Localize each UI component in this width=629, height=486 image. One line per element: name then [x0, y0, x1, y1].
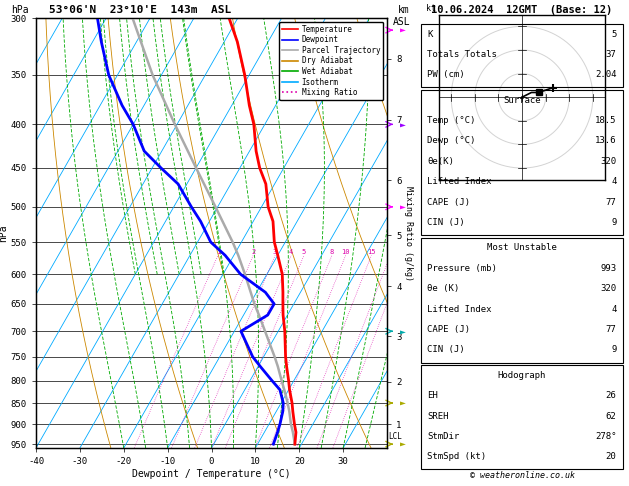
Text: ►: ►: [400, 439, 406, 449]
Text: 2: 2: [251, 249, 255, 255]
Text: Hodograph: Hodograph: [498, 371, 546, 380]
Text: SREH: SREH: [428, 412, 449, 420]
Text: CIN (J): CIN (J): [428, 346, 465, 354]
Text: 77: 77: [606, 198, 616, 207]
X-axis label: Dewpoint / Temperature (°C): Dewpoint / Temperature (°C): [132, 469, 291, 479]
Text: Temp (°C): Temp (°C): [428, 116, 476, 125]
Text: 8: 8: [330, 249, 334, 255]
Text: 9: 9: [611, 218, 616, 227]
Text: 13.6: 13.6: [595, 137, 616, 145]
Text: hPa: hPa: [11, 5, 28, 16]
Text: ►: ►: [400, 398, 406, 408]
Text: Surface: Surface: [503, 96, 541, 104]
Text: StmDir: StmDir: [428, 432, 460, 441]
Text: © weatheronline.co.uk: © weatheronline.co.uk: [469, 471, 574, 480]
Text: K: K: [428, 30, 433, 38]
Text: 77: 77: [606, 325, 616, 334]
Text: 15: 15: [367, 249, 376, 255]
Text: Totals Totals: Totals Totals: [428, 50, 498, 59]
Text: Pressure (mb): Pressure (mb): [428, 264, 498, 273]
Text: 10: 10: [342, 249, 350, 255]
Text: 320: 320: [601, 284, 616, 293]
Text: Lifted Index: Lifted Index: [428, 305, 492, 313]
Text: 18.5: 18.5: [595, 116, 616, 125]
Text: ►: ►: [400, 202, 406, 212]
Text: ►: ►: [400, 326, 406, 336]
Text: 1: 1: [216, 249, 220, 255]
Text: Lifted Index: Lifted Index: [428, 177, 492, 186]
Text: 3: 3: [273, 249, 277, 255]
Text: ►: ►: [400, 120, 406, 129]
Text: 5: 5: [302, 249, 306, 255]
Text: 4: 4: [611, 305, 616, 313]
Legend: Temperature, Dewpoint, Parcel Trajectory, Dry Adiabat, Wet Adiabat, Isotherm, Mi: Temperature, Dewpoint, Parcel Trajectory…: [279, 22, 383, 100]
Text: LCL: LCL: [388, 432, 402, 441]
Text: Most Unstable: Most Unstable: [487, 243, 557, 252]
Text: kt: kt: [426, 4, 436, 13]
Text: 26: 26: [606, 391, 616, 400]
Text: EH: EH: [428, 391, 438, 400]
Text: Dewp (°C): Dewp (°C): [428, 137, 476, 145]
Text: 278°: 278°: [595, 432, 616, 441]
Text: 320: 320: [601, 157, 616, 166]
Text: CAPE (J): CAPE (J): [428, 325, 470, 334]
Text: ►: ►: [400, 25, 406, 35]
Text: 20: 20: [606, 452, 616, 461]
Text: CAPE (J): CAPE (J): [428, 198, 470, 207]
Y-axis label: hPa: hPa: [0, 224, 8, 242]
Text: 993: 993: [601, 264, 616, 273]
Text: 4: 4: [289, 249, 293, 255]
Text: 10.06.2024  12GMT  (Base: 12): 10.06.2024 12GMT (Base: 12): [431, 5, 613, 15]
Text: StmSpd (kt): StmSpd (kt): [428, 452, 487, 461]
Text: θe(K): θe(K): [428, 157, 454, 166]
Text: 5: 5: [611, 30, 616, 38]
Text: 53°06'N  23°10'E  143m  ASL: 53°06'N 23°10'E 143m ASL: [48, 5, 231, 16]
Text: 37: 37: [606, 50, 616, 59]
Text: 2.04: 2.04: [595, 70, 616, 79]
Text: θe (K): θe (K): [428, 284, 460, 293]
Text: 62: 62: [606, 412, 616, 420]
Y-axis label: Mixing Ratio (g/kg): Mixing Ratio (g/kg): [404, 186, 413, 280]
Text: 4: 4: [611, 177, 616, 186]
Text: CIN (J): CIN (J): [428, 218, 465, 227]
Text: PW (cm): PW (cm): [428, 70, 465, 79]
Text: 9: 9: [611, 346, 616, 354]
Text: km
ASL: km ASL: [392, 5, 410, 27]
